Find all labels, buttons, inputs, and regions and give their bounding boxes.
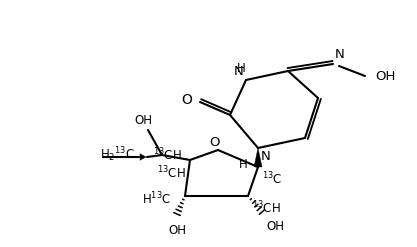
Text: $^{13}$C: $^{13}$C (262, 171, 282, 188)
Polygon shape (140, 154, 146, 160)
Text: $^{13}$CH: $^{13}$CH (157, 165, 186, 182)
Text: H: H (239, 159, 248, 171)
Text: $^{13}$CH: $^{13}$CH (252, 200, 281, 217)
Text: OH: OH (266, 220, 284, 233)
Text: H: H (236, 62, 245, 75)
Text: N: N (234, 65, 244, 78)
Text: N: N (261, 150, 271, 163)
Text: N: N (335, 48, 345, 61)
Text: H$^{13}$C: H$^{13}$C (142, 191, 171, 207)
Text: OH: OH (134, 114, 152, 126)
Text: H$_2$$^{13}$C: H$_2$$^{13}$C (100, 146, 135, 164)
Text: O: O (210, 137, 220, 149)
Polygon shape (254, 148, 262, 167)
Text: OH: OH (375, 70, 395, 83)
Text: $^{13}$CH: $^{13}$CH (153, 147, 182, 163)
Text: O: O (181, 93, 192, 107)
Text: OH: OH (168, 224, 186, 237)
